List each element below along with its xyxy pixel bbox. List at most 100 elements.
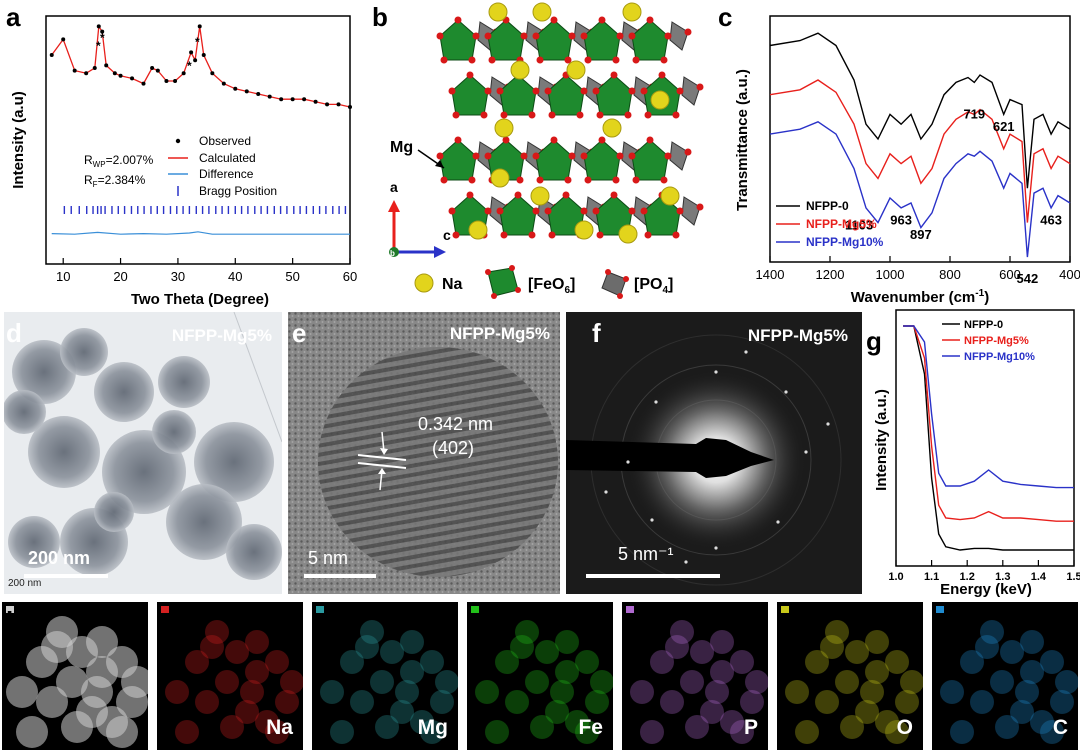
oxygen-atom bbox=[576, 111, 584, 119]
peak-label: 719 bbox=[963, 107, 985, 122]
oxygen-atom bbox=[472, 32, 480, 40]
oxygen-atom bbox=[514, 191, 522, 199]
feo6-octahedron bbox=[499, 194, 537, 236]
corner-text-d: 200 nm bbox=[8, 578, 42, 589]
oxygen-atom bbox=[564, 56, 572, 64]
eds-map-c: C bbox=[932, 602, 1078, 750]
feo6-octahedron bbox=[535, 139, 573, 181]
oxygen-atom bbox=[454, 16, 462, 24]
feo6-octahedron bbox=[487, 19, 525, 61]
legend-po4: [PO4] bbox=[634, 276, 673, 296]
x-tick-label: 400 bbox=[1059, 267, 1080, 282]
axis-b-label: b bbox=[390, 249, 395, 258]
na-atom bbox=[602, 118, 622, 138]
oxygen-atom bbox=[436, 152, 444, 160]
x-tick-label: 1400 bbox=[756, 267, 785, 282]
scalebar-e bbox=[304, 574, 376, 578]
peak-marker: * bbox=[100, 31, 105, 45]
oxygen-atom bbox=[696, 83, 704, 91]
x-tick-label: 1.0 bbox=[888, 571, 903, 583]
oxygen-atom bbox=[584, 56, 592, 64]
oxygen-atom bbox=[628, 32, 636, 40]
oxygen-atom bbox=[550, 16, 558, 24]
x-tick-label: 1.5 bbox=[1066, 571, 1080, 583]
eds-badge bbox=[936, 606, 944, 613]
legend-label: NFPP-0 bbox=[806, 199, 849, 213]
feo6-octahedron bbox=[595, 74, 633, 116]
na-legend-sphere bbox=[414, 273, 434, 293]
panel-label-a: a bbox=[6, 2, 21, 32]
observed-point bbox=[336, 102, 341, 107]
ftir-series-line bbox=[769, 79, 1071, 223]
x-tick-label: 20 bbox=[113, 269, 127, 284]
axis-a-label: a bbox=[390, 179, 398, 195]
peak-label: 463 bbox=[1040, 212, 1062, 227]
xrd-calculated-line bbox=[51, 24, 351, 108]
na-atom bbox=[490, 168, 510, 188]
diffraction-spot bbox=[650, 518, 654, 522]
oxygen-atom bbox=[568, 152, 576, 160]
na-atom bbox=[618, 224, 638, 244]
oxygen-atom bbox=[616, 152, 624, 160]
scalebar-label-f: 5 nm⁻¹ bbox=[618, 544, 674, 564]
na-atom bbox=[488, 2, 508, 22]
x-tick-label: 40 bbox=[228, 269, 242, 284]
panel-label-c: c bbox=[718, 2, 733, 32]
x-tick-label: 600 bbox=[999, 267, 1021, 282]
observed-point bbox=[141, 81, 146, 86]
diffraction-spot bbox=[654, 400, 658, 404]
observed-point bbox=[313, 99, 318, 104]
xrd-frame bbox=[45, 15, 351, 265]
x-tick-label: 1.3 bbox=[995, 571, 1010, 583]
ftir-x-axis-label: Wavenumber (cm-1) bbox=[851, 288, 989, 306]
po4-tetrahedron bbox=[681, 196, 701, 226]
panel-label-f: f bbox=[592, 318, 601, 348]
oxygen-atom bbox=[454, 136, 462, 144]
oxygen-atom bbox=[536, 176, 544, 184]
diffraction-spot bbox=[714, 370, 718, 374]
eds-series-line bbox=[903, 325, 1074, 489]
observed-point bbox=[49, 53, 54, 57]
oxygen-atom bbox=[664, 152, 672, 160]
oxygen-atom bbox=[610, 191, 618, 199]
observed-point bbox=[348, 105, 352, 109]
oxygen-atom bbox=[484, 152, 492, 160]
oxygen-atom bbox=[520, 32, 528, 40]
feo6-octahedron bbox=[439, 19, 477, 61]
oxygen-atom bbox=[628, 152, 636, 160]
oxygen-atom bbox=[448, 207, 456, 215]
peak-marker: * bbox=[96, 39, 101, 53]
particle bbox=[94, 492, 134, 532]
eds-map-haadf bbox=[2, 602, 148, 750]
xrd-chart: 10 20 30 40 50 60 * * * * Observed Calculated… bbox=[10, 15, 357, 308]
oxygen-atom bbox=[452, 111, 460, 119]
oxygen-atom bbox=[472, 152, 480, 160]
observed-point bbox=[84, 71, 89, 76]
x-tick-label: 1.2 bbox=[960, 571, 975, 583]
observed-point bbox=[193, 58, 198, 63]
mg-arrow-head bbox=[435, 160, 444, 168]
oxygen-atom bbox=[532, 87, 540, 95]
legend-label: NFPP-Mg10% bbox=[806, 235, 884, 249]
oxygen-atom bbox=[532, 152, 540, 160]
rf-text: RF=2.384% bbox=[84, 173, 146, 189]
particle bbox=[60, 328, 108, 376]
na-atom bbox=[566, 60, 586, 80]
eds-map-p: P bbox=[622, 602, 768, 750]
eds-badge bbox=[781, 606, 789, 613]
feo6-octahedron bbox=[631, 19, 669, 61]
observed-point bbox=[72, 68, 77, 73]
oxygen-atom bbox=[580, 87, 588, 95]
d-spacing-label: 0.342 nm bbox=[418, 414, 494, 434]
x-tick-label: 30 bbox=[171, 269, 185, 284]
eds-element-label: Na bbox=[266, 716, 293, 739]
oxygen-atom bbox=[660, 56, 668, 64]
eds-element-label: P bbox=[743, 716, 758, 739]
oxygen-atom bbox=[448, 87, 456, 95]
oxygen-atom bbox=[468, 56, 476, 64]
feo6-octahedron bbox=[583, 19, 621, 61]
oxygen-atom bbox=[548, 111, 556, 119]
observed-point bbox=[221, 81, 226, 86]
x-tick-label: 800 bbox=[939, 267, 961, 282]
